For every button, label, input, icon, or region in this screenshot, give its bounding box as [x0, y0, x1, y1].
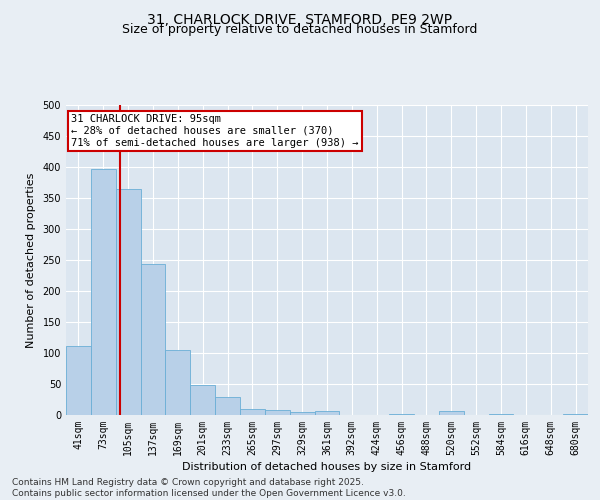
Bar	[439, 412, 464, 415]
Bar	[488, 414, 514, 415]
Text: 31, CHARLOCK DRIVE, STAMFORD, PE9 2WP: 31, CHARLOCK DRIVE, STAMFORD, PE9 2WP	[148, 12, 452, 26]
Y-axis label: Number of detached properties: Number of detached properties	[26, 172, 35, 348]
Bar	[265, 410, 290, 415]
Bar	[389, 414, 414, 415]
Bar	[215, 397, 240, 415]
Bar	[166, 350, 190, 415]
Bar	[66, 346, 91, 415]
Bar	[116, 188, 140, 415]
X-axis label: Distribution of detached houses by size in Stamford: Distribution of detached houses by size …	[182, 462, 472, 472]
Text: Contains HM Land Registry data © Crown copyright and database right 2025.
Contai: Contains HM Land Registry data © Crown c…	[12, 478, 406, 498]
Text: 31 CHARLOCK DRIVE: 95sqm
← 28% of detached houses are smaller (370)
71% of semi-: 31 CHARLOCK DRIVE: 95sqm ← 28% of detach…	[71, 114, 359, 148]
Bar	[140, 264, 166, 415]
Bar	[314, 410, 340, 415]
Text: Size of property relative to detached houses in Stamford: Size of property relative to detached ho…	[122, 24, 478, 36]
Bar	[563, 414, 588, 415]
Bar	[91, 169, 116, 415]
Bar	[290, 412, 314, 415]
Bar	[240, 409, 265, 415]
Bar	[190, 384, 215, 415]
